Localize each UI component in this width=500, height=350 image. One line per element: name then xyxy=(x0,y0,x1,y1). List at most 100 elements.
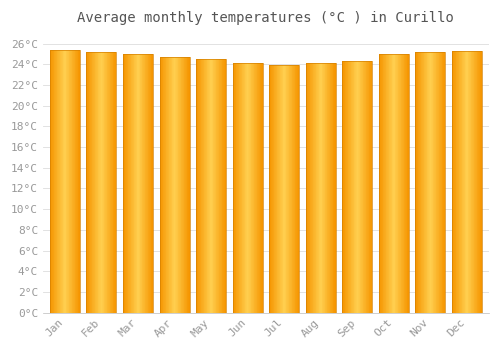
Bar xyxy=(371,61,372,313)
Bar xyxy=(417,52,418,313)
Bar xyxy=(390,54,391,313)
Bar xyxy=(397,54,398,313)
Bar xyxy=(278,65,279,313)
Bar xyxy=(438,52,440,313)
Bar xyxy=(241,63,242,313)
Bar xyxy=(197,59,198,313)
Bar xyxy=(238,63,240,313)
Bar xyxy=(183,57,184,313)
Bar xyxy=(298,65,299,313)
Bar xyxy=(59,50,60,313)
Bar xyxy=(380,54,381,313)
Bar xyxy=(232,63,234,313)
Bar xyxy=(174,57,176,313)
Bar xyxy=(205,59,206,313)
Bar xyxy=(399,54,400,313)
Bar xyxy=(400,54,402,313)
Bar xyxy=(170,57,171,313)
Bar xyxy=(71,50,72,313)
Bar xyxy=(393,54,394,313)
Bar xyxy=(146,54,147,313)
Bar xyxy=(370,61,371,313)
Bar xyxy=(258,63,259,313)
Bar xyxy=(206,59,208,313)
Bar xyxy=(127,54,128,313)
Bar xyxy=(470,51,472,313)
Bar xyxy=(176,57,177,313)
Bar xyxy=(269,65,299,313)
Bar xyxy=(98,52,99,313)
Bar xyxy=(234,63,235,313)
Bar xyxy=(358,61,359,313)
Bar xyxy=(253,63,254,313)
Bar xyxy=(161,57,162,313)
Bar xyxy=(72,50,73,313)
Bar xyxy=(218,59,220,313)
Bar xyxy=(160,57,190,313)
Bar xyxy=(209,59,210,313)
Bar xyxy=(106,52,108,313)
Bar xyxy=(115,52,116,313)
Bar xyxy=(474,51,475,313)
Bar xyxy=(247,63,248,313)
Bar xyxy=(88,52,90,313)
Bar xyxy=(166,57,167,313)
Bar xyxy=(142,54,143,313)
Bar xyxy=(210,59,211,313)
Bar xyxy=(441,52,442,313)
Bar xyxy=(150,54,152,313)
Bar xyxy=(444,52,446,313)
Bar xyxy=(212,59,214,313)
Bar xyxy=(259,63,260,313)
Bar xyxy=(90,52,91,313)
Bar xyxy=(123,54,153,313)
Bar xyxy=(422,52,423,313)
Bar xyxy=(56,50,58,313)
Bar xyxy=(188,57,189,313)
Bar xyxy=(67,50,68,313)
Bar xyxy=(342,61,343,313)
Bar xyxy=(128,54,129,313)
Bar xyxy=(384,54,385,313)
Bar xyxy=(167,57,168,313)
Bar xyxy=(274,65,275,313)
Bar xyxy=(94,52,96,313)
Bar xyxy=(173,57,174,313)
Bar xyxy=(165,57,166,313)
Bar xyxy=(68,50,70,313)
Bar xyxy=(223,59,224,313)
Bar xyxy=(255,63,256,313)
Bar xyxy=(261,63,262,313)
Bar xyxy=(327,63,328,313)
Bar xyxy=(86,52,87,313)
Bar xyxy=(425,52,426,313)
Bar xyxy=(318,63,320,313)
Bar xyxy=(314,63,315,313)
Bar xyxy=(469,51,470,313)
Bar xyxy=(403,54,404,313)
Bar xyxy=(348,61,349,313)
Bar xyxy=(124,54,126,313)
Bar xyxy=(432,52,434,313)
Bar xyxy=(347,61,348,313)
Bar xyxy=(420,52,422,313)
Bar xyxy=(322,63,323,313)
Bar xyxy=(62,50,64,313)
Bar xyxy=(416,52,446,313)
Bar xyxy=(312,63,314,313)
Bar xyxy=(272,65,273,313)
Bar xyxy=(204,59,205,313)
Bar xyxy=(148,54,149,313)
Bar xyxy=(473,51,474,313)
Bar xyxy=(216,59,217,313)
Bar xyxy=(135,54,136,313)
Bar xyxy=(282,65,284,313)
Bar xyxy=(269,65,270,313)
Bar xyxy=(97,52,98,313)
Bar xyxy=(100,52,102,313)
Bar xyxy=(162,57,164,313)
Bar xyxy=(123,54,124,313)
Bar xyxy=(317,63,318,313)
Bar xyxy=(224,59,226,313)
Bar xyxy=(243,63,244,313)
